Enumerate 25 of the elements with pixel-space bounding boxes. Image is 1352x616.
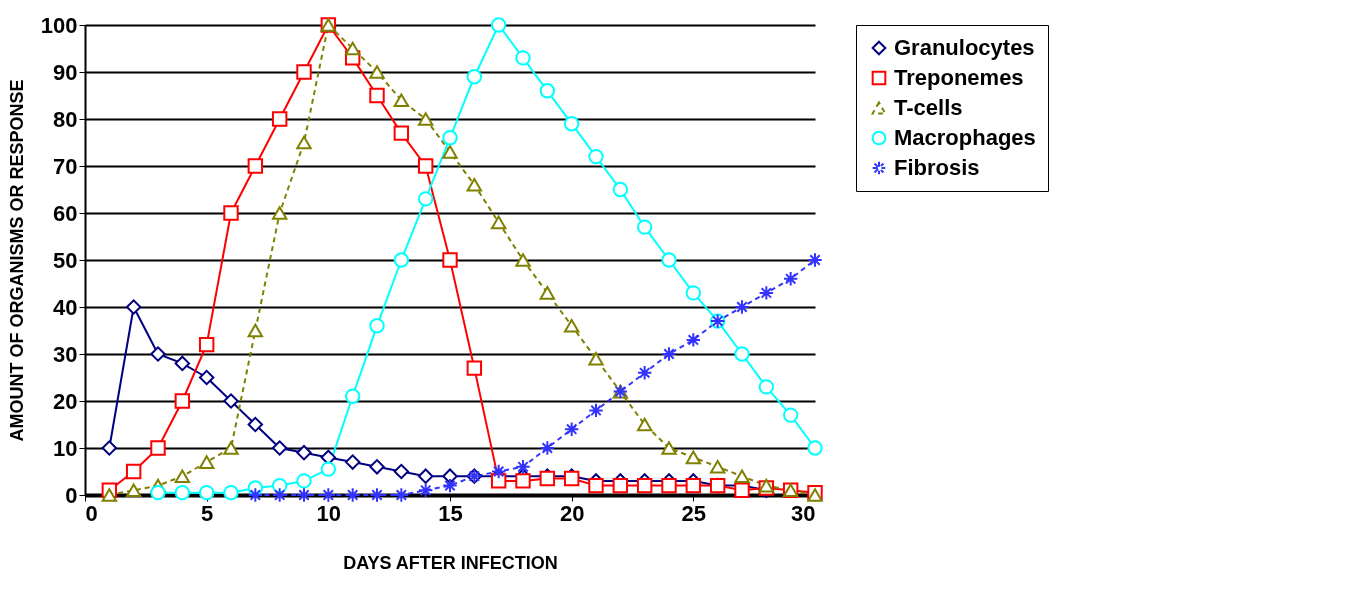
y-tick-label: 90 (53, 59, 78, 85)
legend-label: Fibrosis (894, 155, 980, 180)
y-tick-label: 60 (53, 200, 78, 226)
legend-label: Macrophages (894, 125, 1036, 150)
x-tick-label: 25 (681, 500, 707, 526)
y-axis-title: AMOUNT OF ORGANISMS OR RESPONSE (6, 79, 27, 442)
x-tick-label: 30 (791, 500, 816, 526)
y-tick-label: 10 (53, 435, 78, 461)
x-tick-label: 15 (438, 500, 463, 526)
y-tick-label: 50 (53, 247, 78, 273)
x-axis-title: DAYS AFTER INFECTION (343, 552, 558, 573)
y-tick-label: 40 (53, 294, 78, 320)
y-tick-label: 70 (53, 153, 78, 179)
y-tick-label: 0 (65, 482, 78, 508)
legend-label: Treponemes (894, 65, 1024, 90)
x-tick-label: 0 (85, 500, 98, 526)
y-tick-label: 30 (53, 341, 78, 367)
x-tick-label: 5 (201, 500, 214, 526)
x-tick-label: 10 (316, 500, 342, 526)
legend-label: Granulocytes (894, 35, 1035, 60)
y-tick-label: 80 (53, 106, 78, 132)
y-tick-label: 100 (40, 12, 78, 38)
legend-label: T-cells (894, 95, 963, 120)
x-tick-label: 20 (559, 500, 585, 526)
y-tick-label: 20 (53, 388, 78, 414)
